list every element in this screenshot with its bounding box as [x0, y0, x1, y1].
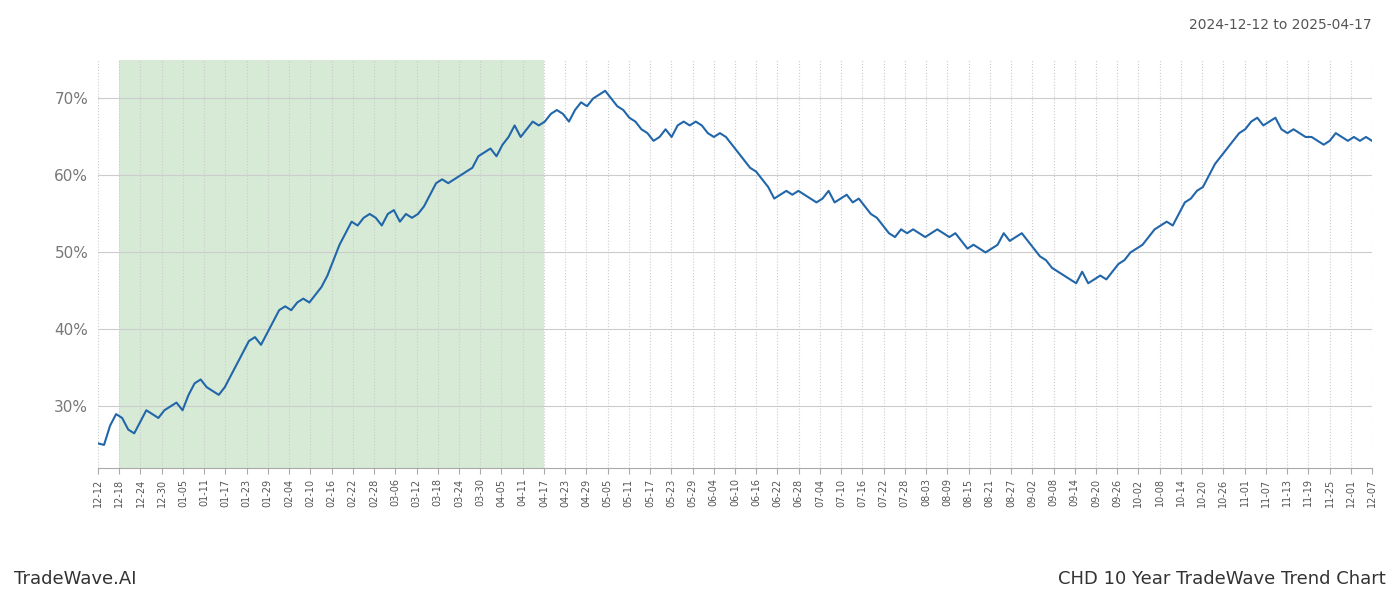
Bar [119, 60, 545, 468]
Text: CHD 10 Year TradeWave Trend Chart: CHD 10 Year TradeWave Trend Chart [1058, 570, 1386, 588]
Text: TradeWave.AI: TradeWave.AI [14, 570, 137, 588]
Text: 2024-12-12 to 2025-04-17: 2024-12-12 to 2025-04-17 [1190, 18, 1372, 32]
